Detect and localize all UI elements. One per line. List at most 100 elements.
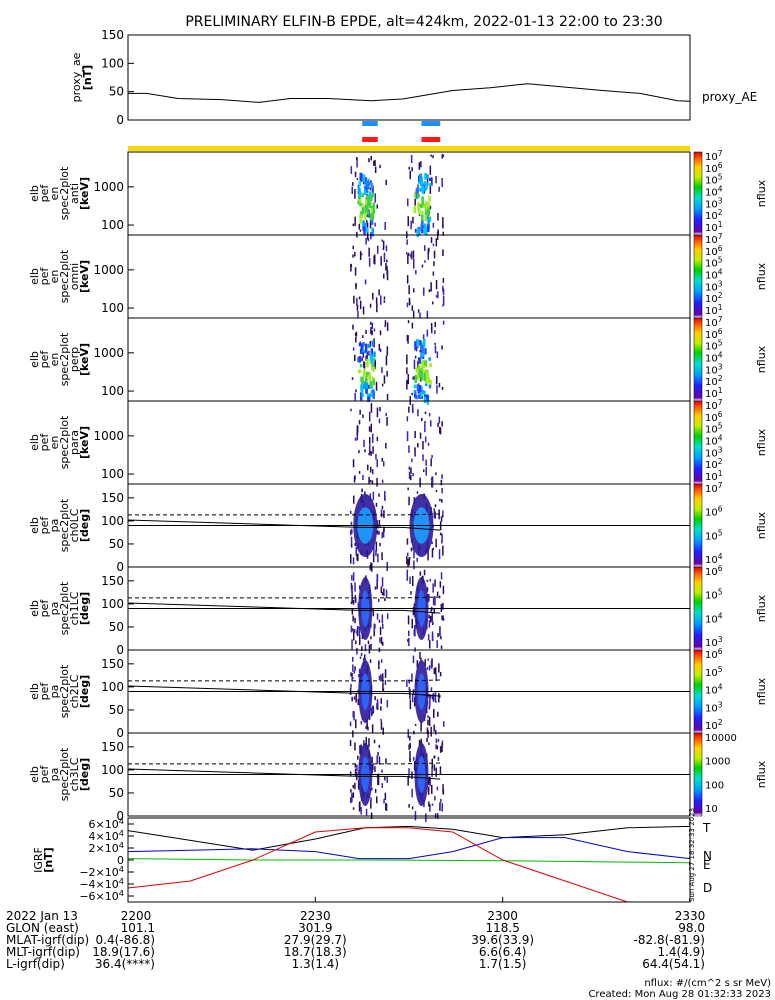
flux-speckle (380, 586, 383, 593)
flux-speckle (385, 355, 388, 366)
flux-speckle (350, 789, 352, 793)
flux-speckle (369, 303, 372, 308)
flux-speckle (415, 270, 417, 275)
colorbar-tick-label: 100 (705, 780, 724, 791)
ae-ylabel: proxy_ae (70, 52, 83, 102)
footer-row-label: MLAT-igrf(dip) (6, 933, 89, 947)
flux-speckle (419, 350, 421, 353)
colorbar-tick-label: 103 (705, 196, 723, 210)
flux-cell (366, 211, 370, 215)
flux-cell (415, 190, 419, 198)
colorbar-tick-label: 104 (705, 683, 723, 697)
flux-speckle (411, 392, 413, 396)
flux-cell (360, 343, 363, 350)
ytick-label: 1000 (93, 180, 124, 194)
flux-speckle (354, 252, 356, 257)
flux-speckle (385, 263, 387, 271)
colorbar-tick-label: 105 (705, 665, 723, 679)
flux-cell (421, 352, 425, 357)
flux-speckle (358, 471, 361, 474)
ytick-label: 0 (116, 726, 124, 740)
flux-speckle (382, 240, 385, 248)
flux-cell (423, 369, 426, 376)
colorbar-tick-label: 104 (705, 351, 723, 365)
flux-speckle (352, 730, 354, 738)
ytick-label: 0 (116, 643, 124, 657)
footer-value: 118.5 (485, 921, 519, 935)
flux-speckle (434, 796, 436, 801)
flux-speckle (410, 155, 413, 163)
flux-cell (364, 343, 368, 353)
flux-cell (360, 376, 363, 383)
flux-speckle (435, 744, 437, 749)
flux-speckle (426, 329, 429, 337)
flux-speckle (418, 739, 421, 746)
igrf-ytick-label: −6×104 (79, 888, 124, 903)
flux-speckle (439, 766, 442, 775)
flux-speckle (428, 801, 430, 807)
flux-cell (416, 338, 419, 347)
panel-omni: 1000100elbpefenspec2plotomni[keV]1071061… (28, 232, 768, 319)
flux-speckle (354, 617, 356, 624)
flux-speckle (432, 301, 434, 305)
flux-speckle (372, 705, 374, 714)
flux-speckle (350, 530, 352, 536)
flux-speckle (439, 427, 442, 435)
flux-speckle (441, 154, 443, 159)
igrf-ytick-label: 0 (117, 854, 124, 867)
flux-cell (423, 390, 426, 396)
colorbar-tick-label: 10 (705, 804, 718, 815)
flux-speckle (437, 213, 439, 221)
flux-cell (372, 202, 376, 208)
footer-value: 1.4(4.9) (657, 945, 705, 959)
colorbar-tick-label: 102 (705, 374, 723, 388)
flux-speckle (427, 248, 430, 255)
flux-speckle (423, 287, 425, 296)
panel-ylabel: [deg] (78, 758, 91, 791)
colorbar-tick-label: 101 (705, 220, 723, 234)
flux-speckle (370, 643, 372, 650)
panel-ylabel: elb (28, 600, 41, 617)
flux-speckle (436, 640, 438, 648)
flux-speckle (406, 302, 409, 308)
flux-speckle (434, 692, 437, 701)
flux-speckle (439, 626, 441, 637)
flux-speckle (430, 726, 432, 737)
flux-speckle (407, 487, 409, 491)
flux-speckle (424, 436, 427, 443)
flux-speckle (364, 658, 366, 661)
flux-cell (359, 201, 362, 206)
flux-speckle (373, 544, 375, 554)
flux-speckle (413, 359, 416, 370)
flux-speckle (352, 245, 354, 250)
flux-speckle (381, 383, 384, 387)
flux-speckle (442, 602, 444, 610)
flux-speckle (434, 322, 436, 328)
flux-speckle (376, 520, 378, 525)
flux-speckle (372, 446, 374, 454)
flux-speckle (381, 505, 384, 510)
colorbar-label: nflux (755, 428, 768, 456)
red-track-bar (421, 137, 441, 142)
colorbar-tick-label: 105 (705, 422, 723, 436)
flux-speckle (378, 744, 381, 748)
flux-speckle (373, 628, 375, 637)
flux-cell (421, 361, 424, 371)
flux-speckle (362, 475, 364, 480)
flux-speckle (429, 165, 432, 175)
flux-speckle (434, 345, 437, 354)
flux-speckle (439, 581, 442, 588)
colorbar-tick-label: 102 (705, 718, 723, 732)
flux-speckle (407, 216, 409, 227)
flux-speckle (376, 436, 379, 442)
flux-speckle (366, 194, 368, 197)
flux-speckle (358, 223, 361, 230)
flux-speckle (364, 644, 367, 652)
flux-speckle (441, 803, 443, 812)
flux-speckle (407, 254, 409, 264)
flux-speckle (351, 608, 354, 615)
flux-speckle (356, 158, 358, 168)
panel-frame (127, 400, 691, 485)
flux-speckle (413, 259, 415, 269)
